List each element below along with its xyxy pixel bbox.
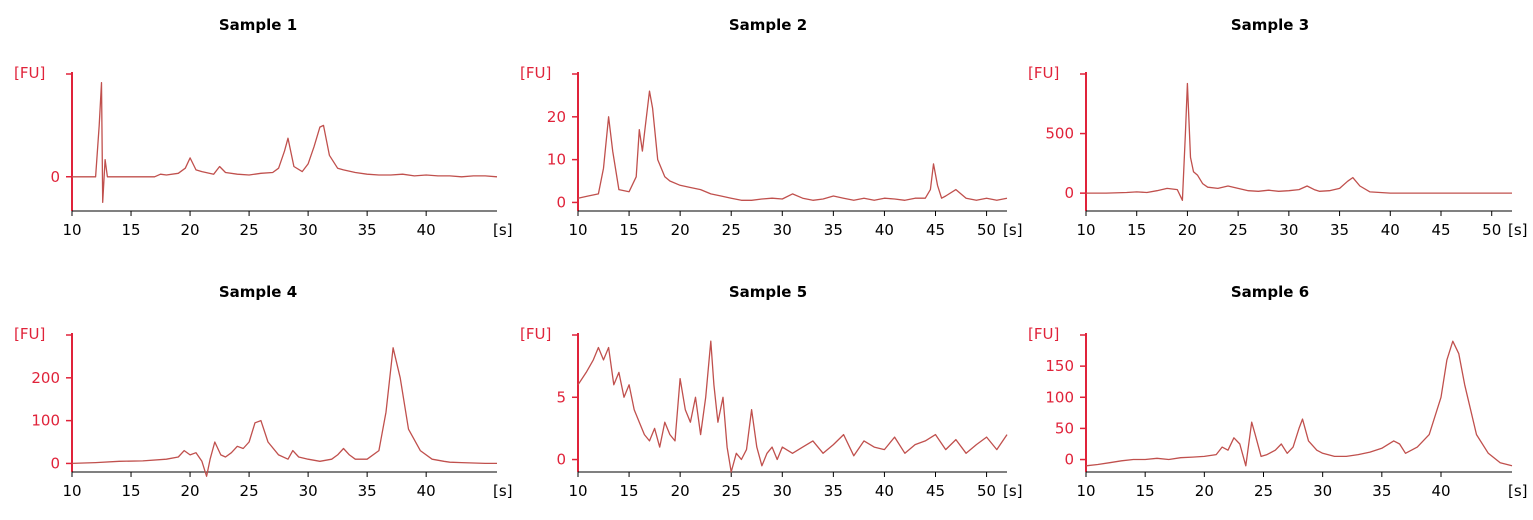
x-tick-label: 10 [568, 221, 587, 239]
panel-sample-5: Sample 5 [FU] 10 15 20 25 30 35 40 45 50 [s] 0 5 [520, 283, 1023, 500]
y-axis-unit-label: [FU] [14, 64, 45, 82]
panel-title: Sample 5 [729, 283, 807, 301]
electropherogram-trace [1085, 340, 1513, 467]
x-tick-label: 25 [722, 482, 741, 500]
x-tick-label: 25 [240, 482, 259, 500]
y-axis-unit-label: [FU] [14, 325, 45, 343]
panel-sample-4: Sample 4 [FU] 10 15 20 25 30 35 40 [s] 0 100 200 [14, 283, 513, 500]
x-tick-label: 40 [875, 482, 894, 500]
panel-title: Sample 1 [219, 16, 297, 34]
x-tick-label: 10 [62, 221, 81, 239]
x-tick-label: 45 [926, 221, 945, 239]
y-tick-label: 5 [556, 388, 566, 406]
x-tick-label: 40 [875, 221, 894, 239]
x-tick-label: 35 [1330, 221, 1349, 239]
x-tick-label: 15 [121, 221, 140, 239]
y-tick-label: 100 [1045, 388, 1074, 406]
x-tick-label: 30 [773, 221, 792, 239]
electropherogram-trace [71, 347, 497, 477]
y-tick-label: 0 [1064, 184, 1074, 202]
y-axis-unit-label: [FU] [520, 325, 551, 343]
panel-title: Sample 3 [1231, 16, 1309, 34]
x-tick-label: 50 [1482, 221, 1501, 239]
x-tick-label: 50 [977, 221, 996, 239]
x-tick-label: 45 [1431, 221, 1450, 239]
x-tick-label: 25 [722, 221, 741, 239]
x-tick-label: 40 [417, 221, 436, 239]
x-tick-label: 30 [299, 221, 318, 239]
x-tick-label: 35 [1372, 482, 1391, 500]
electropherogram-trace [577, 90, 1008, 201]
x-tick-label: 10 [1076, 482, 1095, 500]
x-tick-label: 50 [977, 482, 996, 500]
panel-title: Sample 2 [729, 16, 807, 34]
y-tick-label: 100 [31, 412, 60, 430]
y-tick-label: 0 [556, 451, 566, 469]
x-tick-label: 20 [181, 221, 200, 239]
electropherogram-trace [1086, 82, 1512, 201]
x-tick-label: 40 [1381, 221, 1400, 239]
x-axis-unit-label: [s] [1508, 482, 1528, 500]
x-tick-label: 25 [1254, 482, 1273, 500]
y-axis-unit-label: [FU] [520, 64, 551, 82]
electropherogram-trace [577, 340, 1008, 473]
x-tick-label: 20 [671, 482, 690, 500]
electropherogram-trace [72, 81, 498, 204]
y-tick-label: 0 [50, 168, 60, 186]
panel-sample-3: Sample 3 [FU] 10 15 20 25 30 35 40 45 50 [s] 0 500 [1028, 16, 1528, 239]
x-tick-label: 15 [620, 221, 639, 239]
x-tick-label: 10 [1076, 221, 1095, 239]
x-tick-label: 15 [1127, 221, 1146, 239]
y-axis-unit-label: [FU] [1028, 64, 1059, 82]
x-tick-label: 10 [568, 482, 587, 500]
x-tick-label: 35 [824, 482, 843, 500]
y-tick-label: 50 [1055, 419, 1074, 437]
x-tick-label: 30 [1279, 221, 1298, 239]
y-tick-label: 150 [1045, 357, 1074, 375]
y-tick-label: 500 [1045, 125, 1074, 143]
x-tick-label: 10 [62, 482, 81, 500]
y-tick-label: 200 [31, 369, 60, 387]
x-tick-label: 20 [671, 221, 690, 239]
x-tick-label: 25 [240, 221, 259, 239]
x-tick-label: 15 [1136, 482, 1155, 500]
panel-sample-6: Sample 6 [FU] 10 15 20 25 30 35 40 [s] 0 50 100 150 [1028, 283, 1528, 500]
panel-title: Sample 6 [1231, 283, 1309, 301]
x-axis-unit-label: [s] [1003, 221, 1023, 239]
y-tick-label: 0 [556, 193, 566, 211]
x-tick-label: 20 [1178, 221, 1197, 239]
panel-sample-1: Sample 1 [FU] 10 15 20 25 30 35 40 [s] 0 [14, 16, 513, 239]
x-tick-label: 35 [358, 221, 377, 239]
x-axis-unit-label: [s] [1003, 482, 1023, 500]
x-tick-label: 20 [1195, 482, 1214, 500]
x-tick-label: 40 [417, 482, 436, 500]
x-tick-label: 25 [1229, 221, 1248, 239]
x-tick-label: 15 [620, 482, 639, 500]
x-axis-unit-label: [s] [493, 482, 513, 500]
y-tick-label: 0 [1064, 451, 1074, 469]
x-tick-label: 35 [358, 482, 377, 500]
x-tick-label: 15 [121, 482, 140, 500]
y-tick-label: 20 [547, 108, 566, 126]
x-axis-unit-label: [s] [1508, 221, 1528, 239]
y-axis-unit-label: [FU] [1028, 325, 1059, 343]
x-tick-label: 20 [181, 482, 200, 500]
x-tick-label: 40 [1431, 482, 1450, 500]
x-axis-unit-label: [s] [493, 221, 513, 239]
x-tick-label: 30 [1313, 482, 1332, 500]
y-tick-label: 10 [547, 151, 566, 169]
x-tick-label: 45 [926, 482, 945, 500]
panel-title: Sample 4 [219, 283, 297, 301]
x-tick-label: 35 [824, 221, 843, 239]
y-tick-label: 0 [50, 454, 60, 472]
x-tick-label: 30 [299, 482, 318, 500]
x-tick-label: 30 [773, 482, 792, 500]
